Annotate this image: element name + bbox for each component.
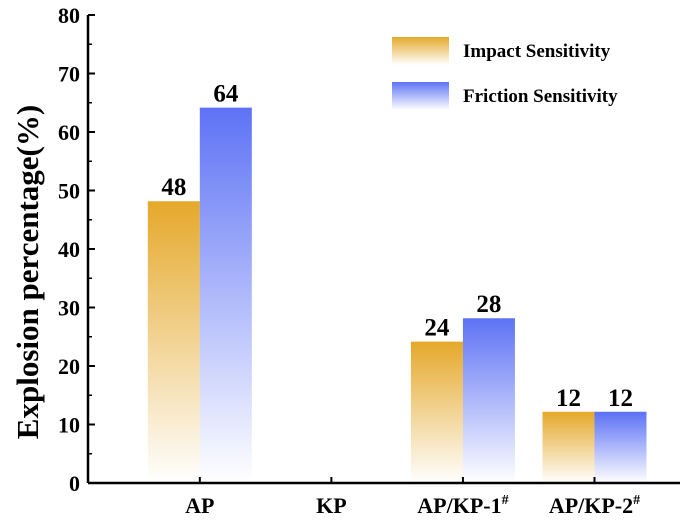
legend-swatch-impact bbox=[392, 37, 449, 65]
value-labels: 48 64 24 28 12 12 bbox=[161, 81, 633, 412]
bar-impact bbox=[147, 202, 200, 483]
legend-swatch-friction bbox=[392, 82, 449, 110]
bar-impact bbox=[542, 412, 595, 483]
y-tick-label: 60 bbox=[58, 120, 80, 145]
legend: Impact Sensitivity Friction Sensitivity bbox=[392, 37, 618, 110]
data-label: 48 bbox=[161, 174, 186, 201]
y-tick-label: 50 bbox=[58, 179, 80, 204]
bars bbox=[147, 107, 647, 483]
data-label: 64 bbox=[213, 81, 239, 108]
data-label: 28 bbox=[476, 291, 501, 318]
x-tick-label: AP/KP-2# bbox=[549, 493, 640, 518]
y-tick-label: 80 bbox=[58, 3, 80, 28]
data-label: 24 bbox=[424, 315, 450, 342]
y-tick-label: 70 bbox=[58, 62, 80, 87]
x-axis-ticks: AP KP AP/KP-1# AP/KP-2# bbox=[185, 477, 640, 518]
data-label: 12 bbox=[608, 385, 633, 412]
data-label: 12 bbox=[556, 385, 581, 412]
y-tick-label: 40 bbox=[58, 237, 80, 262]
bar-friction bbox=[594, 412, 647, 483]
bar-friction bbox=[199, 108, 252, 483]
y-tick-label: 30 bbox=[58, 296, 80, 321]
bar-friction bbox=[462, 319, 515, 483]
legend-label: Friction Sensitivity bbox=[463, 86, 618, 107]
bar-impact bbox=[410, 342, 463, 483]
x-tick-label: AP/KP-1# bbox=[417, 493, 508, 518]
x-tick-label: KP bbox=[316, 493, 347, 518]
y-axis-label: Explosion percentage(%) bbox=[10, 105, 45, 439]
y-axis-ticks: 0 10 20 30 40 50 60 70 80 bbox=[58, 3, 95, 496]
y-tick-label: 10 bbox=[58, 413, 80, 438]
y-tick-label: 20 bbox=[58, 354, 80, 379]
y-tick-label: 0 bbox=[69, 471, 80, 496]
legend-label: Impact Sensitivity bbox=[463, 41, 611, 62]
x-tick-label: AP bbox=[185, 493, 214, 518]
